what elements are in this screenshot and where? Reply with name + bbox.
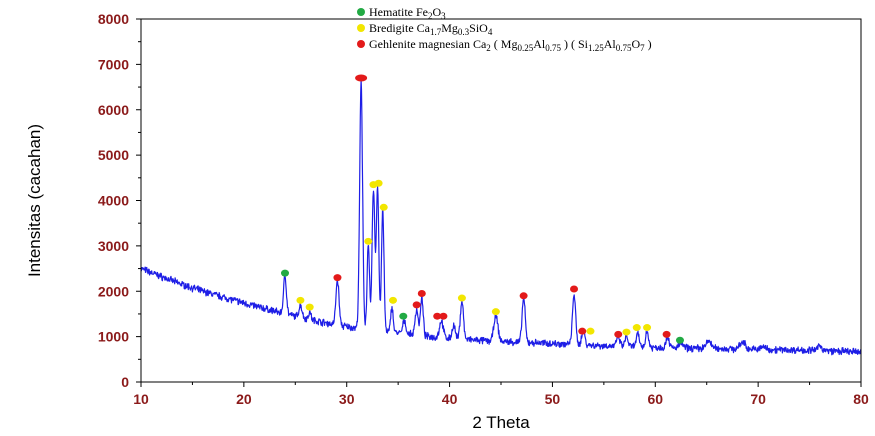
legend-text-part: 0.75: [616, 43, 632, 53]
legend-text-part: Gehlenite magnesian Ca: [369, 37, 487, 51]
x-tick-label: 10: [133, 391, 149, 407]
bredigite-legend-swatch: [357, 24, 365, 32]
hematite-legend-label: Hematite Fe2O3: [369, 5, 446, 21]
bredigite-marker: [379, 203, 388, 211]
y-axis-title: Intensitas (cacahan): [25, 124, 44, 277]
gehlenite-marker: [417, 290, 426, 298]
hematite-legend-swatch: [357, 8, 365, 16]
y-tick-label: 6000: [98, 102, 129, 118]
y-tick-label: 5000: [98, 147, 129, 163]
legend-text-part: 2: [428, 11, 433, 21]
hematite-marker: [281, 269, 289, 277]
legend-text-part: 0.75: [545, 43, 561, 53]
bredigite-marker: [296, 296, 305, 304]
gehlenite-marker: [519, 292, 528, 300]
legend-text-part: ): [645, 37, 652, 51]
gehlenite-marker: [662, 330, 671, 338]
y-tick-label: 8000: [98, 11, 129, 27]
legend-text-part: O: [432, 5, 441, 19]
legend-text-part: 3: [441, 11, 446, 21]
bredigite-marker: [389, 296, 397, 304]
gehlenite-legend-label: Gehlenite magnesian Ca2 ( Mg0.25Al0.75 )…: [369, 37, 652, 53]
bredigite-marker: [622, 328, 631, 336]
legend-text-part: 1.7: [430, 27, 442, 37]
x-tick-label: 50: [545, 391, 561, 407]
legend-text-part: 2: [486, 43, 491, 53]
gehlenite-marker: [333, 274, 342, 282]
legend-text-part: SiO: [469, 21, 488, 35]
bredigite-marker: [491, 308, 500, 316]
y-tick-label: 7000: [98, 56, 129, 72]
plot-area: [140, 78, 862, 356]
legend-text-part: Al: [604, 37, 617, 51]
x-tick-label: 60: [647, 391, 663, 407]
x-tick-label: 40: [442, 391, 458, 407]
x-tick-label: 70: [750, 391, 766, 407]
bredigite-marker: [364, 237, 373, 245]
legend-text-part: ( Mg: [491, 37, 518, 51]
y-tick-label: 1000: [98, 329, 129, 345]
legend-text-part: 7: [640, 43, 645, 53]
legend-text-part: 4: [488, 27, 493, 37]
legend-text-part: Hematite Fe: [369, 5, 428, 19]
bredigite-legend-label: Bredigite Ca1.7Mg0.3SiO4: [369, 21, 493, 37]
gehlenite-marker: [355, 74, 368, 82]
gehlenite-marker: [433, 312, 442, 320]
bredigite-marker: [643, 324, 652, 332]
bredigite-marker: [374, 179, 383, 187]
hematite-marker: [675, 336, 684, 344]
bredigite-marker: [632, 324, 641, 332]
gehlenite-marker: [570, 285, 579, 293]
gehlenite-legend-swatch: [357, 40, 365, 48]
y-tick-label: 0: [121, 374, 129, 390]
hematite-marker: [399, 312, 408, 320]
legend-text-part: 1.25: [588, 43, 604, 53]
legend-text-part: Mg: [441, 21, 458, 35]
legend-text-part: ) ( Si: [561, 37, 589, 51]
legend-text-part: 0.25: [517, 43, 533, 53]
y-tick-label: 3000: [98, 238, 129, 254]
x-tick-label: 20: [236, 391, 252, 407]
gehlenite-marker: [439, 312, 448, 320]
gehlenite-marker: [578, 327, 587, 335]
bredigite-marker: [457, 294, 466, 302]
plot-frame: [140, 18, 862, 383]
x-tick-labels: 10 20 30 40 50 60 70 80: [133, 391, 869, 407]
legend-text-part: 0.3: [458, 27, 470, 37]
x-axis-title: 2 Theta: [472, 413, 530, 432]
legend-text-part: Bredigite Ca: [369, 21, 431, 35]
gehlenite-marker: [412, 301, 421, 309]
x-tick-label: 80: [853, 391, 869, 407]
bredigite-marker: [586, 327, 595, 335]
y-tick-label: 2000: [98, 283, 129, 299]
bredigite-marker: [305, 303, 314, 311]
diffraction-series-line: [140, 78, 862, 356]
x-tick-label: 30: [339, 391, 355, 407]
y-tick-labels: 0 1000 2000 3000 4000 5000 6000 7000 8000: [98, 11, 129, 390]
legend-text-part: Al: [533, 37, 546, 51]
legend-text-part: O: [631, 37, 640, 51]
phase-markers: [281, 74, 684, 344]
gehlenite-marker: [614, 330, 623, 338]
y-tick-label: 4000: [98, 193, 129, 209]
